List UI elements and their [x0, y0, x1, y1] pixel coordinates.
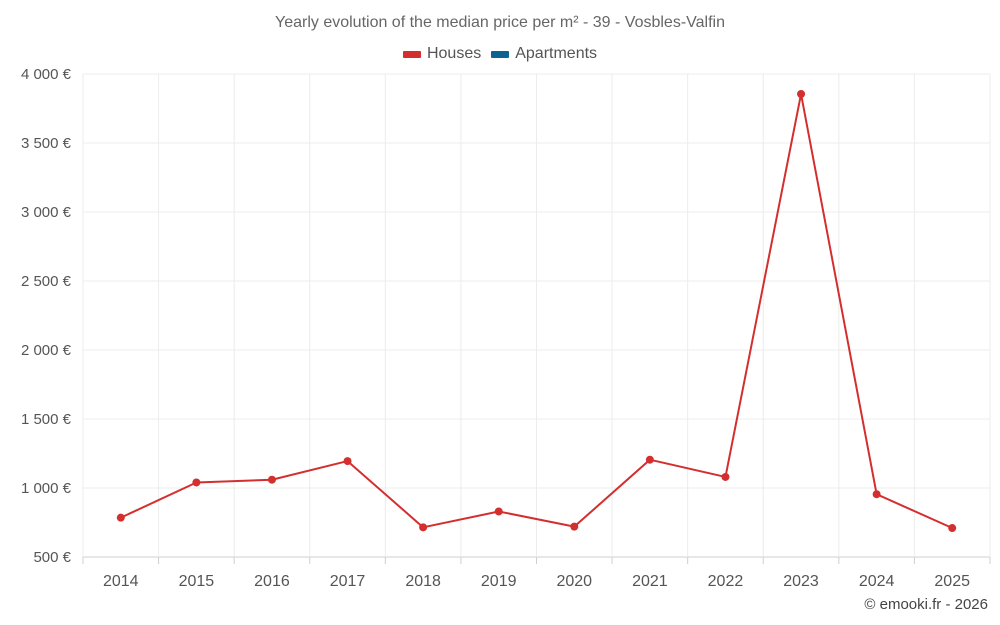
x-tick-label: 2022 — [708, 573, 744, 590]
data-point — [343, 457, 352, 466]
legend-swatch-houses — [402, 50, 421, 58]
x-tick-label: 2018 — [405, 573, 441, 590]
data-point — [948, 524, 957, 533]
data-point — [872, 490, 881, 499]
x-tick-label: 2023 — [783, 573, 819, 590]
y-tick-label: 500 € — [33, 549, 71, 566]
x-tick-label: 2021 — [632, 573, 668, 590]
credit-text: © emooki.fr - 2026 — [864, 596, 988, 613]
y-tick-label: 1 000 € — [21, 480, 72, 497]
x-tick-label: 2014 — [103, 573, 139, 590]
x-tick-label: 2024 — [859, 573, 895, 590]
chart-title: Yearly evolution of the median price per… — [274, 14, 725, 31]
legend: Houses Apartments — [0, 45, 1000, 63]
data-point — [419, 523, 428, 532]
y-tick-label: 1 500 € — [21, 411, 72, 428]
y-tick-label: 2 500 € — [21, 273, 72, 290]
data-point — [797, 90, 806, 99]
y-tick-label: 4 000 € — [21, 66, 72, 83]
legend-swatch-apartments — [491, 50, 510, 58]
x-tick-label: 2017 — [330, 573, 366, 590]
data-point — [267, 475, 276, 484]
x-tick-label: 2016 — [254, 573, 290, 590]
data-point — [645, 455, 654, 464]
series-line-houses — [120, 93, 953, 529]
x-tick-label: 2020 — [556, 573, 592, 590]
x-tick-label: 2019 — [481, 573, 517, 590]
y-tick-label: 3 500 € — [21, 135, 72, 152]
y-tick-label: 3 000 € — [21, 204, 72, 221]
data-point — [570, 522, 579, 531]
data-point — [721, 472, 730, 481]
y-tick-label: 2 000 € — [21, 342, 72, 359]
legend-item-houses[interactable]: Houses — [402, 45, 482, 63]
x-tick-label: 2015 — [179, 573, 215, 590]
x-tick-label: 2025 — [934, 573, 970, 590]
data-point — [116, 513, 125, 522]
legend-item-apartments[interactable]: Apartments — [491, 45, 597, 63]
data-point — [494, 507, 503, 516]
legend-label-houses: Houses — [426, 45, 482, 62]
legend-label-apartments: Apartments — [515, 45, 598, 62]
data-point — [192, 478, 201, 487]
